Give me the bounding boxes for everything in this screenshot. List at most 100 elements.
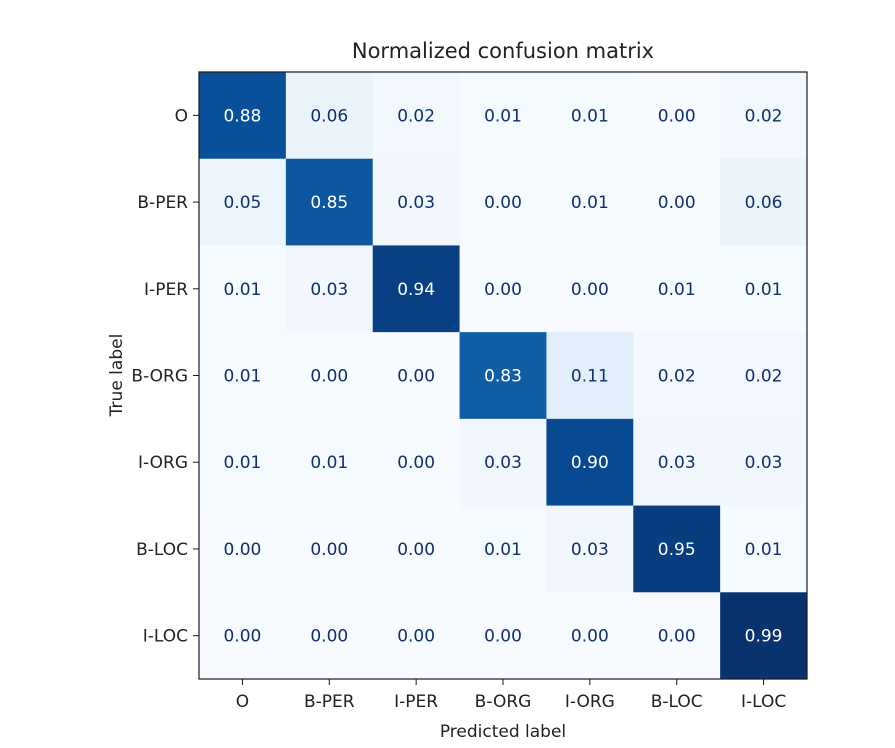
cell-value-O-I-PER: 0.02 (397, 106, 435, 126)
cell-value-I-PER-B-LOC: 0.01 (658, 280, 696, 300)
cell-value-B-LOC-B-ORG: 0.01 (484, 540, 522, 560)
heatmap-cell-O-O (199, 72, 287, 160)
heatmap-cell-I-LOC-I-ORG (546, 592, 634, 680)
cell-value-B-LOC-I-PER: 0.00 (397, 540, 435, 560)
cell-value-I-PER-I-LOC: 0.01 (745, 280, 783, 300)
cell-value-B-LOC-B-LOC: 0.95 (658, 540, 696, 560)
heatmap-cell-I-LOC-O (199, 592, 287, 680)
cell-value-O-I-ORG: 0.01 (571, 106, 609, 126)
chart-title: Normalized confusion matrix (352, 39, 654, 63)
heatmap-cell-B-ORG-I-LOC (720, 332, 808, 420)
x-tick-label-I-PER: I-PER (394, 692, 438, 712)
cell-value-I-LOC-I-ORG: 0.00 (571, 627, 609, 647)
cell-value-I-ORG-B-ORG: 0.03 (484, 453, 522, 473)
y-axis-ticks: O B-PER I-PER B-ORG I-ORG B-LOC I-LOC (131, 106, 199, 647)
cell-value-B-PER-B-LOC: 0.00 (658, 193, 696, 213)
cell-value-I-LOC-B-LOC: 0.00 (658, 627, 696, 647)
heatmap-cell-B-ORG-B-LOC (633, 332, 721, 420)
cell-value-I-PER-I-ORG: 0.00 (571, 280, 609, 300)
heatmap-cell-B-PER-I-ORG (546, 158, 634, 246)
cell-value-B-ORG-I-PER: 0.00 (397, 367, 435, 387)
cell-value-B-PER-B-ORG: 0.00 (484, 193, 522, 213)
cell-value-I-LOC-B-PER: 0.00 (310, 627, 348, 647)
cell-value-B-PER-I-ORG: 0.01 (571, 193, 609, 213)
heatmap-cell-I-PER-I-ORG (546, 245, 634, 333)
x-tick-label-I-LOC: I-LOC (741, 692, 786, 712)
y-tick-label-I-LOC: I-LOC (143, 627, 188, 647)
cell-value-I-PER-B-ORG: 0.00 (484, 280, 522, 300)
heatmap-cell-I-ORG-I-ORG (546, 418, 634, 507)
cell-value-I-PER-B-PER: 0.03 (310, 280, 348, 300)
y-tick-label-B-PER: B-PER (137, 193, 188, 213)
heatmap-cell-I-LOC-I-LOC (720, 592, 808, 680)
heatmap-cell-B-LOC-O (199, 505, 287, 593)
cell-value-B-PER-B-PER: 0.85 (310, 193, 348, 213)
heatmap-cell-B-PER-B-LOC (633, 158, 721, 246)
y-tick-label-B-ORG: B-ORG (131, 367, 188, 387)
heatmap-cell-I-LOC-B-LOC (633, 592, 721, 680)
heatmap-cell-I-PER-O (199, 245, 287, 333)
heatmap-cell-I-ORG-O (199, 418, 287, 507)
cell-value-I-PER-O: 0.01 (223, 280, 261, 300)
cell-value-B-ORG-B-ORG: 0.83 (484, 367, 522, 387)
cell-value-I-ORG-B-LOC: 0.03 (658, 453, 696, 473)
heatmap-cell-B-ORG-O (199, 332, 287, 420)
heatmap-cell-O-I-PER (372, 72, 461, 160)
heatmap-cell-B-PER-O (199, 158, 287, 246)
y-axis-label: True label (107, 334, 127, 418)
heatmap-cell-B-PER-I-LOC (720, 158, 808, 246)
cell-value-I-LOC-I-LOC: 0.99 (745, 627, 783, 647)
heatmap-cell-I-PER-B-PER (285, 245, 374, 333)
cell-value-I-LOC-I-PER: 0.00 (397, 627, 435, 647)
cell-value-B-PER-I-LOC: 0.06 (745, 193, 783, 213)
heatmap-cell-I-PER-B-LOC (633, 245, 721, 333)
heatmap-cell-I-LOC-B-ORG (459, 592, 547, 680)
cell-value-O-B-PER: 0.06 (310, 106, 348, 126)
heatmap-cells (199, 72, 808, 680)
heatmap-cell-B-PER-B-ORG (459, 158, 547, 246)
cell-value-B-LOC-I-LOC: 0.01 (745, 540, 783, 560)
y-tick-label-B-LOC: B-LOC (136, 540, 188, 560)
cell-value-O-B-ORG: 0.01 (484, 106, 522, 126)
cell-value-I-ORG-I-ORG: 0.90 (571, 453, 609, 473)
x-tick-label-B-ORG: B-ORG (475, 692, 532, 712)
heatmap-cell-O-B-ORG (459, 72, 547, 160)
heatmap-cell-B-ORG-B-PER (285, 332, 374, 420)
heatmap-cell-O-B-PER (285, 72, 374, 160)
heatmap-cell-B-LOC-B-ORG (459, 505, 547, 593)
cell-value-I-LOC-B-ORG: 0.00 (484, 627, 522, 647)
cell-value-I-ORG-O: 0.01 (223, 453, 261, 473)
cell-value-I-PER-I-PER: 0.94 (397, 280, 435, 300)
cell-value-I-ORG-I-PER: 0.00 (397, 453, 435, 473)
heatmap-cell-O-I-ORG (546, 72, 634, 160)
heatmap-cell-B-LOC-I-PER (372, 505, 461, 593)
heatmap-cell-B-ORG-B-ORG (459, 332, 547, 420)
y-tick-label-I-ORG: I-ORG (138, 453, 188, 473)
heatmap-cell-I-ORG-I-PER (372, 418, 461, 507)
cell-value-B-PER-O: 0.05 (223, 193, 261, 213)
heatmap-cell-B-PER-B-PER (285, 158, 374, 246)
cell-value-B-ORG-O: 0.01 (223, 367, 261, 387)
heatmap-cell-B-ORG-I-ORG (546, 332, 634, 420)
cell-value-B-LOC-O: 0.00 (223, 540, 261, 560)
cell-value-O-I-LOC: 0.02 (745, 106, 783, 126)
heatmap-cell-I-PER-B-ORG (459, 245, 547, 333)
cell-value-labels: 0.88 0.06 0.02 0.01 0.01 0.00 0.02 0.05 0.85 0.03… (223, 106, 782, 646)
y-tick-label-O: O (175, 106, 188, 126)
heatmap-cell-I-PER-I-PER (372, 245, 461, 333)
cell-value-O-O: 0.88 (223, 106, 261, 126)
heatmap-cell-O-I-LOC (720, 72, 808, 160)
cell-value-I-ORG-B-PER: 0.01 (310, 453, 348, 473)
heatmap-cell-B-LOC-B-PER (285, 505, 374, 593)
cell-value-B-ORG-B-PER: 0.00 (310, 367, 348, 387)
cell-value-I-LOC-O: 0.00 (223, 627, 261, 647)
cell-value-B-LOC-I-ORG: 0.03 (571, 540, 609, 560)
heatmap-cell-I-ORG-I-LOC (720, 418, 808, 507)
x-tick-label-B-LOC: B-LOC (651, 692, 703, 712)
heatmap-cell-I-ORG-B-LOC (633, 418, 721, 507)
cell-value-B-ORG-B-LOC: 0.02 (658, 367, 696, 387)
x-tick-label-O: O (236, 692, 249, 712)
cell-value-B-ORG-I-LOC: 0.02 (745, 367, 783, 387)
heatmap-cell-I-ORG-B-PER (285, 418, 374, 507)
